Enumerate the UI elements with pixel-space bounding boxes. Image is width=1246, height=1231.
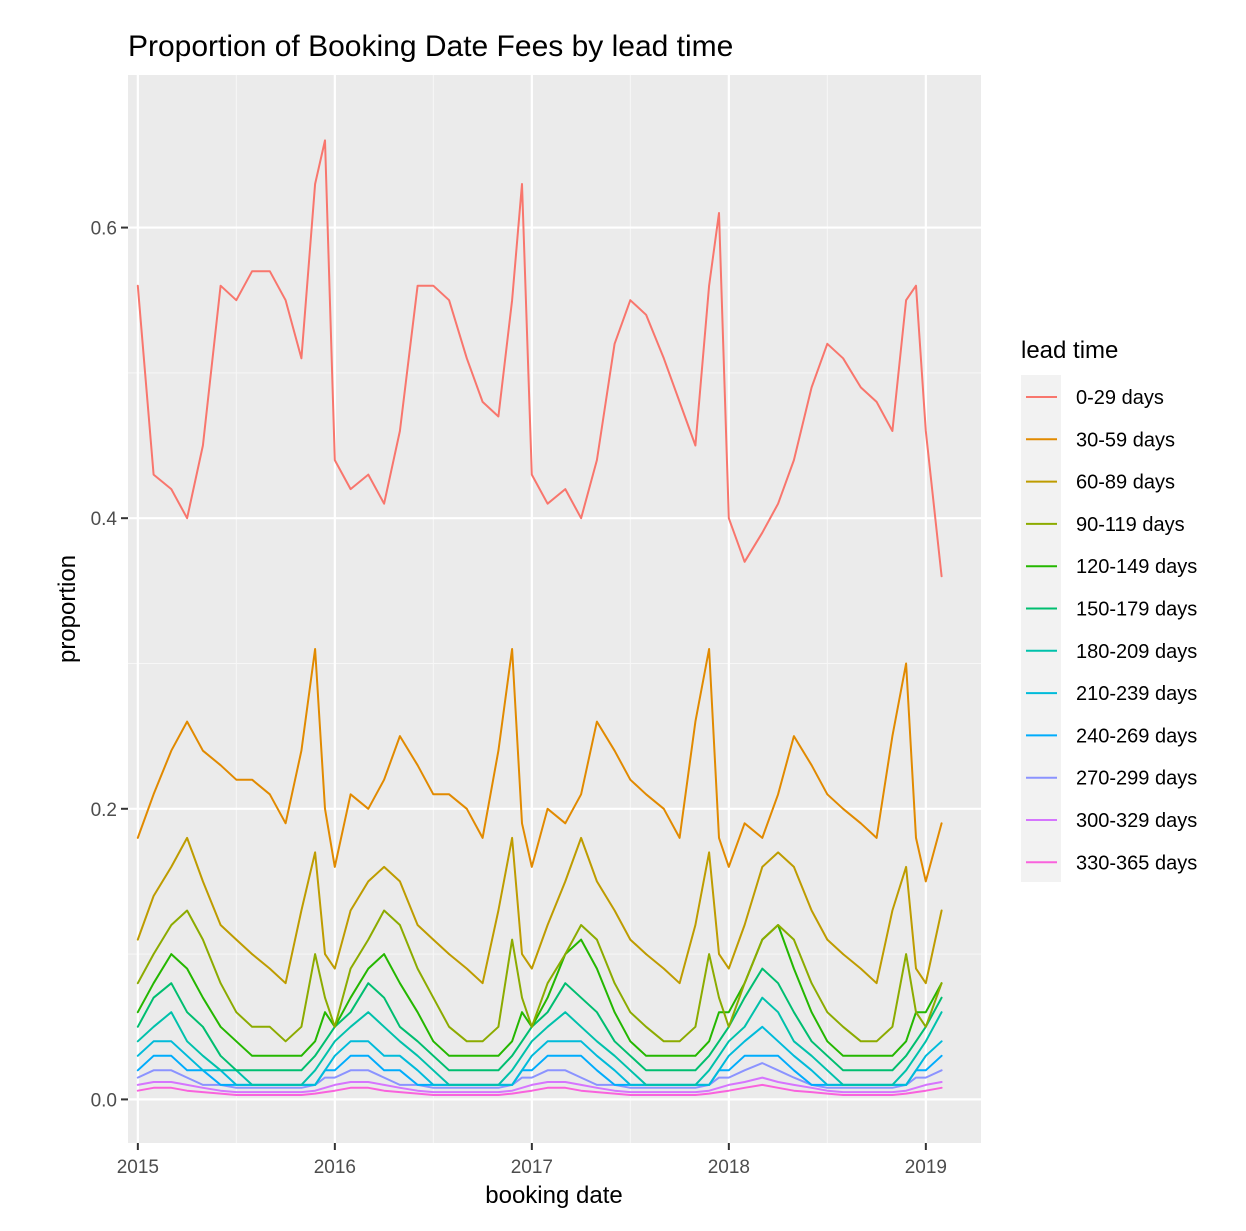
legend-label-12: 330-365 days: [1076, 852, 1197, 874]
y-tick-label: 0.6: [91, 219, 117, 240]
y-axis-label: proportion: [54, 555, 81, 663]
grid-minor: [128, 75, 981, 1143]
legend-label-10: 270-299 days: [1076, 768, 1197, 790]
x-axis-label: booking date: [485, 1182, 622, 1209]
x-tick-label: 2019: [905, 1157, 947, 1178]
x-axis: 2015 2016 2017 2018 2019: [117, 1143, 947, 1178]
legend-label-11: 300-329 days: [1076, 810, 1197, 832]
series-line-1: [136, 139, 943, 578]
legend-label-6: 150-179 days: [1076, 599, 1197, 621]
series-line-11: [136, 1076, 943, 1094]
grid-major: [128, 75, 981, 1143]
legend-label-1: 0-29 days: [1076, 387, 1164, 409]
chart-title: Proportion of Booking Date Fees by lead …: [128, 30, 733, 63]
legend-label-3: 60-89 days: [1076, 472, 1175, 494]
series-line-5: [136, 924, 943, 1057]
plot-panel: [128, 75, 981, 1143]
series-layer: [136, 139, 943, 1096]
x-tick-label: 2017: [511, 1157, 553, 1178]
series-line-7: [136, 996, 943, 1086]
legend-key-background: [1021, 375, 1061, 882]
x-tick-label: 2015: [117, 1157, 159, 1178]
legend-label-5: 120-149 days: [1076, 556, 1197, 578]
y-axis: 0.0 0.2 0.4 0.6: [91, 219, 128, 1111]
legend-title: lead time: [1021, 337, 1118, 364]
x-tick-label: 2016: [314, 1157, 356, 1178]
x-tick-label: 2018: [708, 1157, 750, 1178]
legend-label-4: 90-119 days: [1076, 514, 1185, 536]
series-line-6: [136, 967, 943, 1072]
legend-label-2: 30-59 days: [1076, 429, 1175, 451]
legend-label-9: 240-269 days: [1076, 725, 1197, 747]
series-line-2: [136, 648, 943, 883]
y-tick-label: 0.2: [91, 800, 117, 821]
y-tick-label: 0.0: [91, 1090, 117, 1111]
y-tick-label: 0.4: [91, 509, 118, 530]
legend-items: 0-29 days 30-59 days 60-89 days 90-119 days…: [1026, 387, 1197, 874]
legend-label-8: 210-239 days: [1076, 683, 1197, 705]
series-line-12: [136, 1083, 943, 1096]
series-line-4: [136, 909, 943, 1043]
legend: lead time 0-29 days 30-59 days 60-89 days 9…: [1021, 337, 1197, 882]
legend-label-7: 180-209 days: [1076, 641, 1197, 663]
series-line-3: [136, 836, 943, 985]
